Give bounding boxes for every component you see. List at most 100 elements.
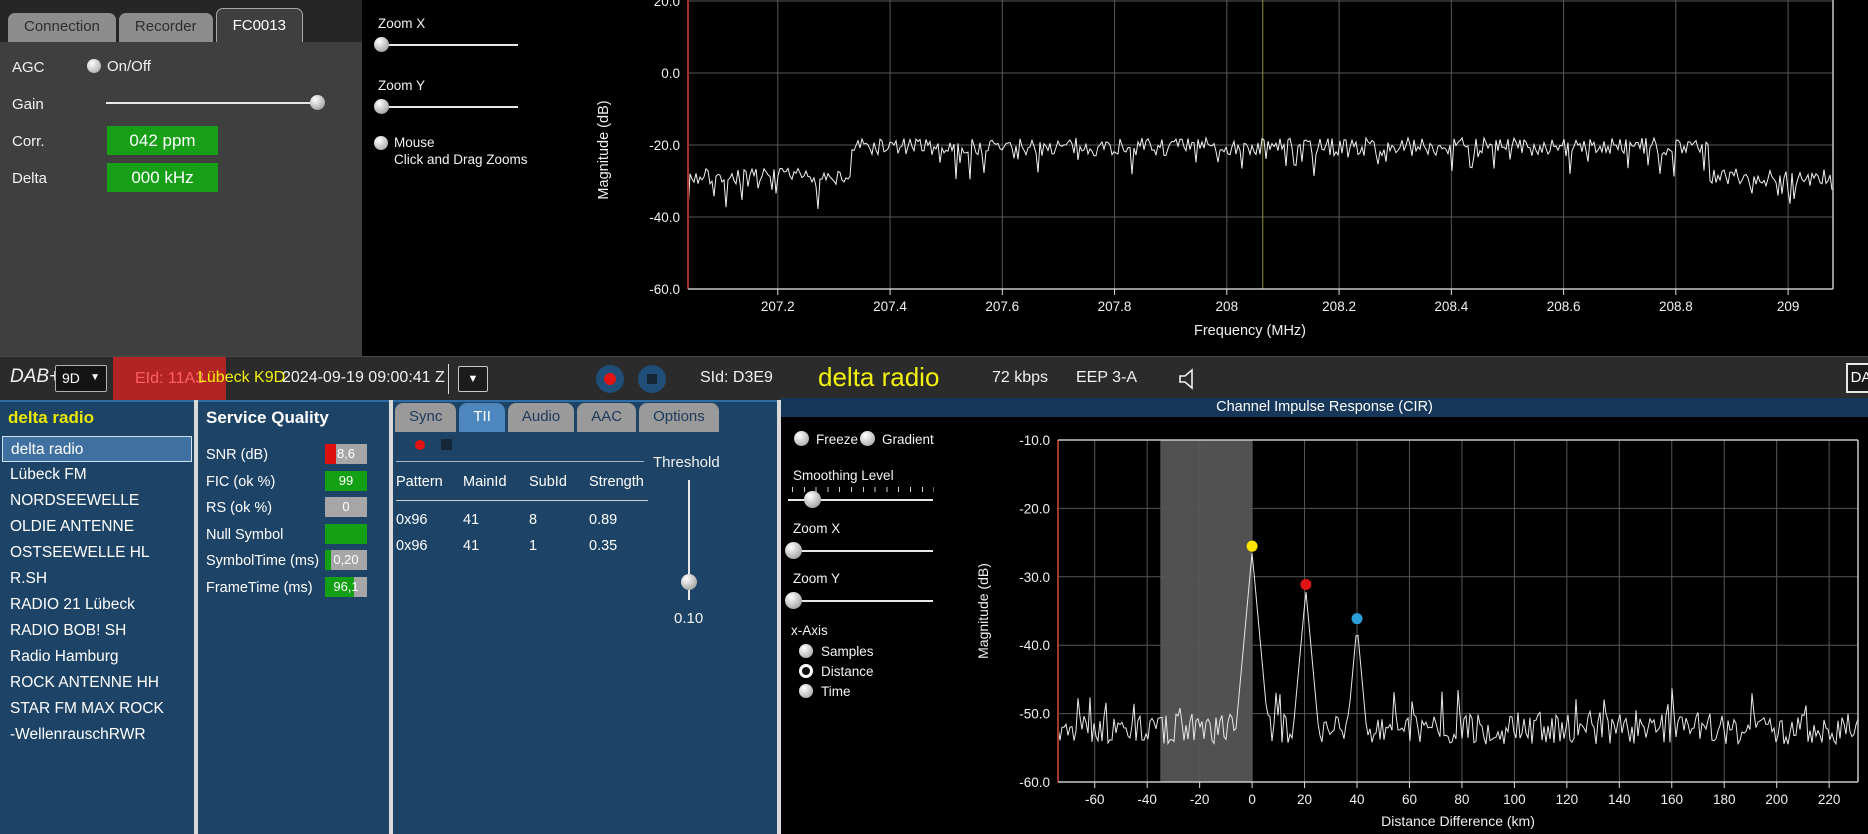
xaxis-radio-distance[interactable] [799, 664, 813, 678]
tab-recorder[interactable]: Recorder [118, 13, 213, 42]
tii-record-icon[interactable] [415, 440, 425, 450]
dab-edge-button[interactable]: DA [1846, 363, 1868, 393]
zoom-y-slider-track[interactable] [378, 106, 518, 108]
threshold-slider-track[interactable] [688, 480, 690, 600]
station-list-item[interactable]: Lübeck FM [10, 466, 87, 483]
svg-text:220: 220 [1818, 792, 1841, 807]
smoothing-slider-handle[interactable] [804, 491, 821, 508]
record-icon [604, 373, 616, 385]
mouse-label: Mouse [394, 135, 435, 150]
zoom-x-slider-handle[interactable] [374, 37, 389, 52]
sq-row-label: RS (ok %) [206, 500, 273, 516]
cir-plot[interactable]: -60 -40 -20 0 20 40 60 80 100 120 140 160 180 200 220 -… [960, 416, 1868, 834]
station-list-item[interactable]: OLDIE ANTENNE [10, 518, 135, 535]
panel-divider [194, 400, 198, 834]
freeze-radio[interactable] [794, 431, 809, 446]
bar-divider [448, 364, 449, 394]
svg-text:208: 208 [1216, 299, 1239, 314]
svg-text:60: 60 [1402, 792, 1417, 807]
tab-audio[interactable]: Audio [507, 403, 575, 432]
cir-zoom-y-handle[interactable] [785, 592, 802, 609]
svg-text:-40.0: -40.0 [1019, 638, 1050, 653]
current-service-name: delta radio [818, 362, 940, 392]
xaxis-option-label: Time [821, 684, 851, 699]
chevron-down-icon: ▼ [467, 373, 479, 385]
svg-text:208.6: 208.6 [1547, 299, 1581, 314]
audio-device-dropdown[interactable]: ▼ [458, 366, 488, 392]
cir-zoom-y-track[interactable] [788, 600, 933, 602]
station-list-item[interactable]: -WellenrauschRWR [10, 726, 146, 743]
svg-text:-20: -20 [1190, 792, 1210, 807]
xaxis-option: Samples [799, 643, 919, 661]
delta-label: Delta [12, 170, 48, 187]
station-list-item[interactable]: RADIO 21 Lübeck [10, 596, 135, 613]
svg-text:160: 160 [1661, 792, 1684, 807]
threshold-slider-handle[interactable] [681, 574, 697, 590]
stop-button[interactable] [638, 365, 666, 393]
tii-cell-value: 1 [529, 538, 538, 554]
station-list-item[interactable]: ROCK ANTENNE HH [10, 674, 159, 691]
zoom-x-slider-track[interactable] [378, 44, 518, 46]
sq-row-label: Null Symbol [206, 526, 284, 543]
tii-cell-value: 0x96 [396, 512, 428, 528]
tab-sync[interactable]: Sync [395, 403, 457, 432]
tii-cell-value: 0.35 [589, 538, 618, 554]
cir-zoom-x-handle[interactable] [785, 542, 802, 559]
sq-row-value: 8,6 [336, 446, 356, 461]
record-button[interactable] [596, 365, 624, 393]
station-list-item[interactable]: R.SH [10, 570, 48, 587]
station-list-item[interactable]: OSTSEEWELLE HL [10, 544, 150, 561]
spectrum-zoom-controls: Zoom X Zoom Y Mouse Click and Drag Zooms [362, 0, 572, 356]
threshold-value: 0.10 [674, 610, 704, 627]
station-list: delta radio Lübeck FM NORDSEEWELLE OLDIE AN… [0, 436, 194, 748]
tab-fc0013[interactable]: FC0013 [215, 8, 303, 42]
zoom-y-slider-handle[interactable] [374, 99, 389, 114]
svg-text:20.0: 20.0 [654, 0, 680, 9]
xaxis-radio-samples[interactable] [799, 644, 813, 658]
speaker-icon[interactable] [1176, 366, 1202, 392]
tab-connection[interactable]: Connection [8, 13, 116, 42]
tii-stop-icon[interactable] [441, 439, 452, 450]
tii-panel: Sync TII Audio AAC Options Pattern MainId SubI… [393, 400, 777, 834]
tii-column-header: MainId [463, 474, 507, 490]
svg-text:-40.0: -40.0 [649, 210, 680, 225]
station-list-item[interactable]: Radio Hamburg [10, 648, 119, 665]
station-list-item[interactable]: NORDSEEWELLE [10, 492, 140, 509]
svg-text:-60: -60 [1085, 792, 1105, 807]
svg-text:0: 0 [1248, 792, 1256, 807]
station-list-item[interactable]: STAR FM MAX ROCK [10, 700, 164, 717]
sq-row-value: 0,20 [333, 552, 359, 567]
tab-options[interactable]: Options [639, 403, 719, 432]
service-quality-panel: Service Quality SNR (dB) 8,6 FIC (ok %) 99 R… [198, 400, 389, 834]
channel-dropdown[interactable]: 9D ▼ [55, 365, 107, 392]
cir-panel: Channel Impulse Response (CIR) Freeze Gr… [781, 398, 1868, 834]
spectrum-plot[interactable]: 207.2 207.4 207.6 207.8 208 208.2 208.4 208.6 20… [560, 0, 1868, 345]
sq-row-gauge: 96,1 [325, 576, 367, 597]
cir-zoom-x-track[interactable] [788, 550, 933, 552]
station-list-item[interactable]: delta radio [2, 436, 192, 462]
xaxis-radio-time[interactable] [799, 684, 813, 698]
agc-radio[interactable] [87, 59, 101, 73]
gain-slider-track[interactable] [106, 102, 322, 104]
channel-value: 9D [62, 370, 80, 386]
gradient-label: Gradient [882, 432, 934, 447]
svg-text:207.2: 207.2 [761, 299, 795, 314]
svg-text:100: 100 [1503, 792, 1526, 807]
sq-gauge-segment [335, 444, 367, 464]
svg-text:-60.0: -60.0 [649, 282, 680, 297]
xaxis-option-label: Samples [821, 644, 874, 659]
station-list-item[interactable]: RADIO BOB! SH [10, 622, 127, 639]
sq-row-gauge [325, 523, 367, 544]
tab-aac[interactable]: AAC [577, 403, 637, 432]
smoothing-slider-track[interactable] [788, 499, 933, 501]
gradient-radio[interactable] [860, 431, 875, 446]
cir-zoom-y-label: Zoom Y [793, 571, 841, 586]
sq-gauge-segment [331, 550, 367, 570]
mouse-radio[interactable] [374, 136, 388, 150]
zoom-y-label: Zoom Y [378, 78, 426, 93]
service-quality-row: SNR (dB) 8,6 [198, 444, 389, 468]
sq-row-label: FIC (ok %) [206, 473, 276, 490]
gain-slider-handle[interactable] [310, 95, 325, 110]
svg-text:40: 40 [1350, 792, 1365, 807]
tab-tii[interactable]: TII [459, 403, 505, 432]
